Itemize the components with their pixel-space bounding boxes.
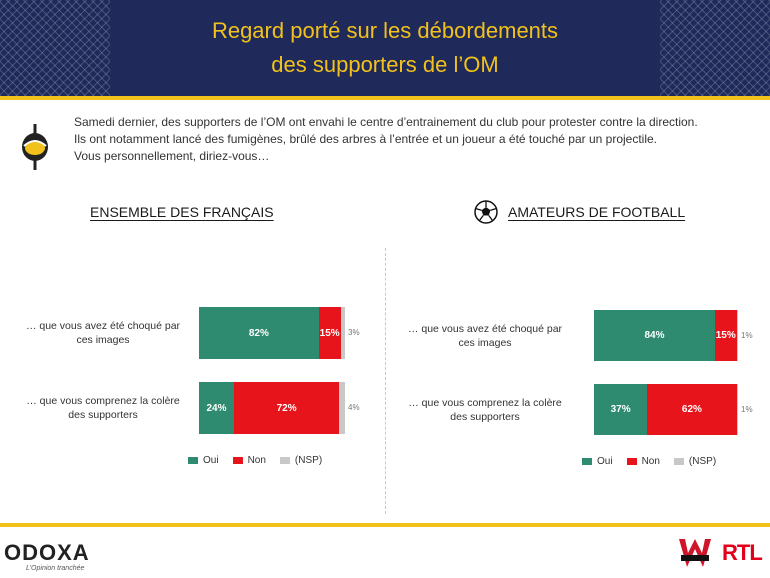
legend-swatch — [626, 458, 637, 465]
bar-non: 72% — [234, 382, 340, 434]
intro-text: Samedi dernier, des supporters de l’OM o… — [74, 114, 764, 165]
header-hatch-left — [0, 0, 110, 96]
ligue1-icon — [22, 124, 48, 170]
row-label: … que vous avez été choqué par ces image… — [25, 320, 181, 346]
header-gold-rule — [0, 96, 770, 100]
page-title: Regard porté sur les débordements des su… — [0, 14, 770, 82]
legend-swatch — [582, 458, 592, 465]
bar-nsp — [736, 310, 738, 361]
data-label-nsp: 1% — [741, 330, 753, 340]
intro-line-1: Samedi dernier, des supporters de l’OM o… — [74, 115, 698, 129]
legend-label: Oui — [597, 456, 613, 467]
row-label: … que vous comprenez la colère des suppo… — [26, 395, 180, 421]
row-label: … que vous avez été choqué par ces image… — [407, 322, 563, 349]
legend-item: Oui — [188, 455, 219, 466]
data-label: 84% — [644, 330, 665, 341]
data-label-nsp: 3% — [348, 328, 360, 337]
odoxa-logo: ODOXA — [4, 540, 90, 565]
bar-non: 15% — [318, 307, 341, 359]
data-label-nsp: 4% — [348, 403, 360, 412]
legend-swatch — [232, 457, 243, 464]
section-title-ensemble: ENSEMBLE DES FRANÇAIS — [90, 204, 274, 220]
bar-non: 15% — [714, 310, 737, 361]
legend-label: (NSP) — [688, 456, 717, 467]
bar-oui: 84% — [594, 310, 715, 361]
winamax-logo — [679, 539, 711, 567]
data-label: 24% — [206, 402, 227, 414]
footer-gold-rule — [0, 523, 770, 527]
bar-nsp — [736, 384, 738, 435]
chart-legend: Oui Non (NSP) — [582, 456, 716, 467]
row-label: … que vous comprenez la colère des suppo… — [408, 396, 562, 423]
data-label: 62% — [681, 404, 702, 415]
bar-oui: 37% — [594, 384, 648, 435]
data-label: 15% — [715, 330, 736, 341]
bar-nsp — [339, 382, 345, 434]
data-label: 82% — [248, 327, 269, 339]
bar-non: 62% — [647, 384, 737, 435]
intro-line-2: Ils ont notamment lancé des fumigènes, b… — [74, 132, 658, 146]
legend-label: Non — [247, 455, 266, 466]
legend-item: Non — [232, 455, 266, 466]
intro-line-3: Vous personnellement, diriez-vous… — [74, 149, 270, 163]
data-label-nsp: 1% — [741, 404, 753, 414]
legend-swatch — [188, 457, 198, 464]
legend-swatch — [279, 457, 290, 464]
rtl-logo: RTL — [722, 540, 763, 565]
section-title-amateurs: AMATEURS DE FOOTBALL — [508, 204, 686, 220]
legend-item: (NSP) — [673, 456, 717, 467]
legend-label: (NSP) — [294, 455, 323, 466]
data-label: 15% — [319, 327, 340, 339]
legend-label: Non — [641, 456, 660, 467]
legend-item: Oui — [582, 456, 613, 467]
odoxa-tagline: L’Opinion tranchée — [26, 565, 85, 572]
legend-item: (NSP) — [279, 455, 323, 466]
chart-divider — [385, 248, 386, 514]
data-label: 72% — [276, 402, 297, 414]
title-line-2: des supporters de l’OM — [271, 52, 499, 77]
football-icon — [474, 200, 498, 224]
header-hatch-right — [660, 0, 770, 96]
legend-item: Non — [626, 456, 660, 467]
bar-nsp — [340, 307, 345, 359]
title-line-1: Regard porté sur les débordements — [211, 18, 559, 43]
bar-oui: 82% — [199, 307, 319, 359]
data-label: 37% — [610, 404, 631, 415]
chart-legend: Oui Non (NSP) — [188, 455, 322, 466]
header-banner: Regard porté sur les débordements des su… — [0, 0, 770, 96]
legend-swatch — [673, 458, 684, 465]
bar-oui: 24% — [199, 382, 235, 434]
legend-label: Oui — [203, 455, 219, 466]
